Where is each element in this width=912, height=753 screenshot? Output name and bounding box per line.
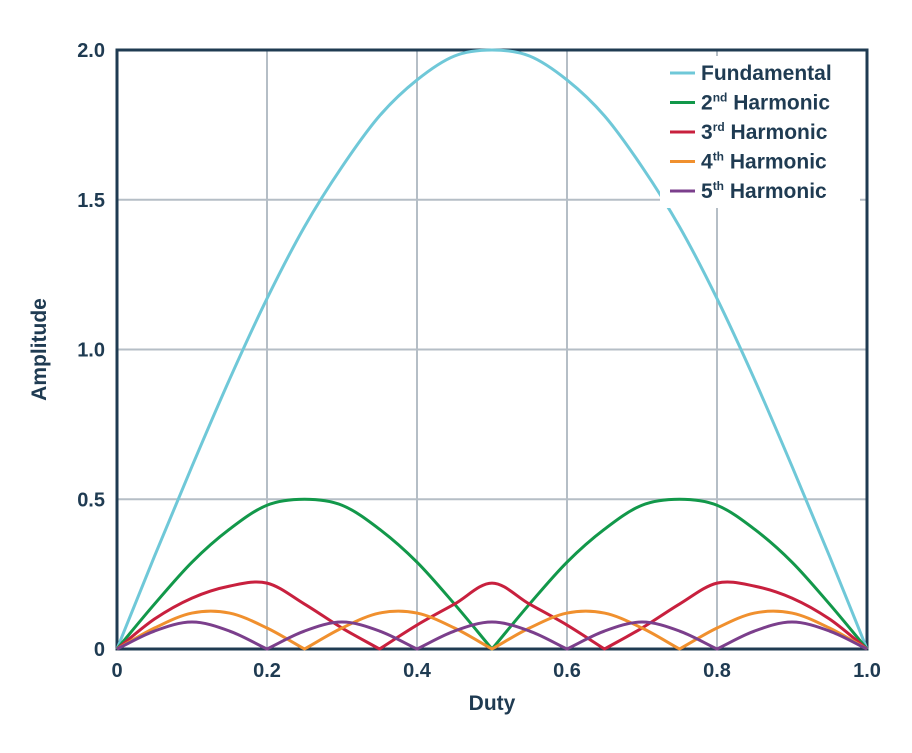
legend: Fundamental 2nd Harmonic 3rd Harmonic 4th H… xyxy=(660,56,860,208)
x-axis-title: Duty xyxy=(469,692,516,715)
series-line-4 xyxy=(116,609,868,651)
x-tick-label: 0.6 xyxy=(553,660,581,682)
x-tick-labels: 0 0.2 0.4 0.6 0.8 1.0 xyxy=(111,660,880,682)
legend-entry: 2nd Harmonic xyxy=(701,91,830,115)
x-tick-label: 0.4 xyxy=(403,660,432,682)
legend-entry: 5th Harmonic xyxy=(701,179,827,203)
x-tick-label: 0.8 xyxy=(703,660,731,682)
x-tick-label: 1.0 xyxy=(853,660,881,682)
series-line-2 xyxy=(115,497,869,651)
legend-entry: 4th Harmonic xyxy=(701,150,827,174)
y-tick-labels: 0 0.5 1.0 1.5 2.0 xyxy=(77,40,105,661)
y-tick-label: 0.5 xyxy=(77,489,105,511)
y-tick-label: 0 xyxy=(94,639,105,661)
y-tick-label: 2.0 xyxy=(77,40,105,62)
series-lines xyxy=(115,48,869,651)
legend-entry: Fundamental xyxy=(701,62,832,85)
legend-entry: 3rd Harmonic xyxy=(701,120,828,144)
y-tick-label: 1.0 xyxy=(77,340,105,362)
y-axis-title: Amplitude xyxy=(28,298,51,401)
series-line-3 xyxy=(116,580,868,651)
series-line-5 xyxy=(116,620,868,651)
y-tick-label: 1.5 xyxy=(77,190,105,212)
x-tick-label: 0 xyxy=(111,660,122,682)
series-line-1 xyxy=(115,48,869,650)
x-tick-label: 0.2 xyxy=(253,660,281,682)
